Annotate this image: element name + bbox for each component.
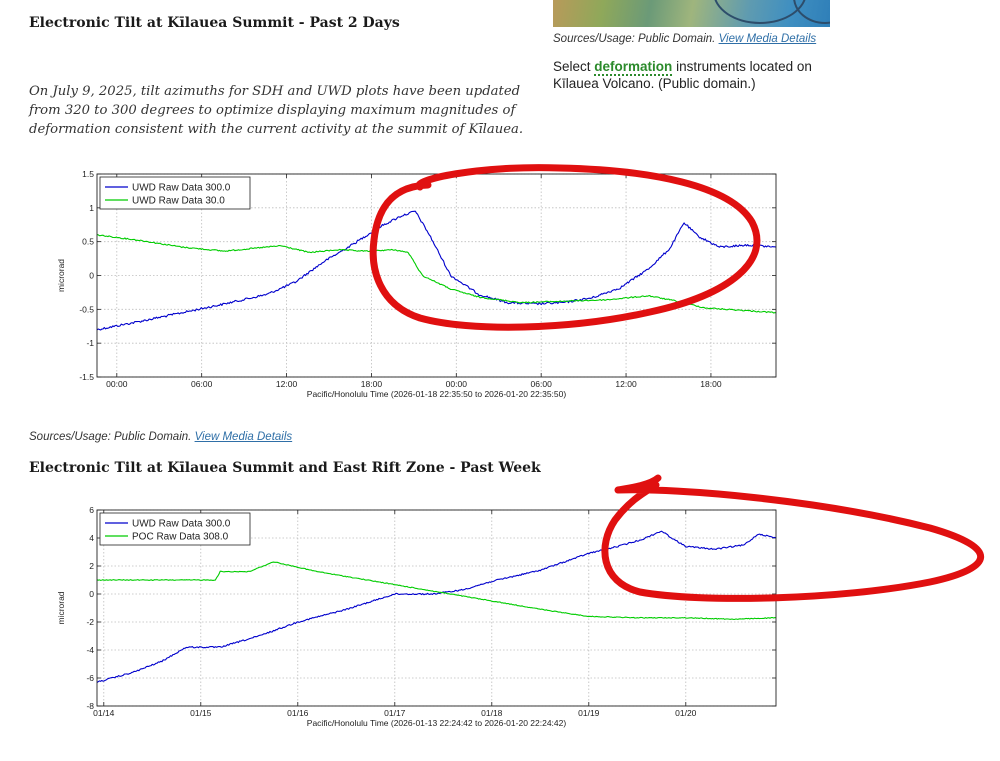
plot-frame [96, 509, 777, 707]
x-tick-label: 01/19 [578, 708, 600, 718]
y-tick-label: 1.5 [82, 169, 94, 179]
x-tick-label: 00:00 [446, 379, 468, 389]
y-tick-label: 0 [89, 271, 94, 281]
y-tick-label: -6 [86, 673, 94, 683]
chart1-source-prefix: Sources/Usage: Public Domain. [29, 431, 192, 443]
chart-past-week: -8 -6 -4 -2 0 2 4 6 01/14 01/15 01/16 01/17 01/18 01/… [56, 505, 777, 728]
x-tick-label: 01/18 [481, 708, 503, 718]
x-tick-label: 01/15 [190, 708, 212, 718]
series-line-1 [96, 210, 777, 331]
select-suffix: instruments located on Kīlauea Volcano. … [553, 59, 812, 91]
x-tick-label: 01/14 [93, 708, 115, 718]
legend-label: UWD Raw Data 30.0 [132, 196, 225, 207]
legend-label: POC Raw Data 308.0 [132, 532, 229, 543]
x-axis-label: Pacific/Honolulu Time (2026-01-18 22:35:… [307, 389, 567, 399]
map-source-usage: Sources/Usage: Public Domain. View Media… [553, 33, 816, 45]
select-deformation-caption: Select deformation instruments located o… [553, 58, 843, 92]
chart1-source-usage: Sources/Usage: Public Domain. View Media… [29, 431, 292, 443]
azimuth-update-note: On July 9, 2025, tilt azimuths for SDH a… [29, 84, 524, 137]
map-view-media-details-link[interactable]: View Media Details [718, 33, 817, 45]
y-tick-label: -2 [86, 617, 94, 627]
map-source-prefix: Sources/Usage: Public Domain. [553, 33, 716, 45]
legend-label: UWD Raw Data 300.0 [132, 183, 231, 194]
y-tick-label: 6 [89, 505, 94, 515]
x-tick-label: 01/17 [384, 708, 406, 718]
deformation-link[interactable]: deformation [594, 59, 673, 76]
legend-box [99, 512, 251, 546]
red-annotations [369, 164, 984, 602]
y-tick-label: 2 [89, 561, 94, 571]
y-tick-label: 0.5 [82, 237, 94, 247]
y-tick-label: -1 [86, 338, 94, 348]
x-tick-label: 18:00 [361, 379, 383, 389]
chart1-view-media-details-link[interactable]: View Media Details [194, 431, 293, 443]
x-axis-label: Pacific/Honolulu Time (2026-01-13 22:24:… [307, 718, 567, 728]
y-tick-label: 0 [89, 589, 94, 599]
y-tick-label: -8 [86, 701, 94, 711]
x-tick-label: 01/16 [287, 708, 309, 718]
series-line-1 [96, 530, 777, 684]
x-tick-label: 06:00 [191, 379, 213, 389]
y-tick-label: -4 [86, 645, 94, 655]
chart-past-2-days: -1.5 -1 -0.5 0 0.5 1 1.5 00:00 06:00 12:00 18:00 00… [56, 169, 777, 399]
x-tick-label: 01/20 [675, 708, 697, 718]
series-line-2 [96, 234, 776, 314]
red-circle-chart2 [601, 474, 984, 602]
plot-frame [96, 173, 777, 378]
y-axis-label: microrad [56, 591, 66, 624]
series-line-2 [96, 561, 777, 621]
x-tick-label: 18:00 [700, 379, 722, 389]
y-tick-label: 1 [89, 203, 94, 213]
legend-label: UWD Raw Data 300.0 [132, 519, 231, 530]
select-prefix: Select [553, 59, 591, 74]
y-axis-label: microrad [56, 259, 66, 292]
x-tick-label: 12:00 [276, 379, 298, 389]
chart1-heading: Electronic Tilt at Kīlauea Summit - Past… [29, 15, 400, 31]
legend-box [99, 176, 251, 210]
chart2-heading: Electronic Tilt at Kīlauea Summit and Ea… [29, 460, 541, 476]
x-tick-label: 00:00 [106, 379, 128, 389]
red-circle-chart1 [369, 164, 761, 331]
y-tick-label: -0.5 [79, 304, 94, 314]
x-tick-label: 12:00 [615, 379, 637, 389]
x-tick-label: 06:00 [531, 379, 553, 389]
y-tick-label: 4 [89, 533, 94, 543]
y-tick-label: -1.5 [79, 372, 94, 382]
deformation-map-thumbnail[interactable] [553, 0, 830, 27]
